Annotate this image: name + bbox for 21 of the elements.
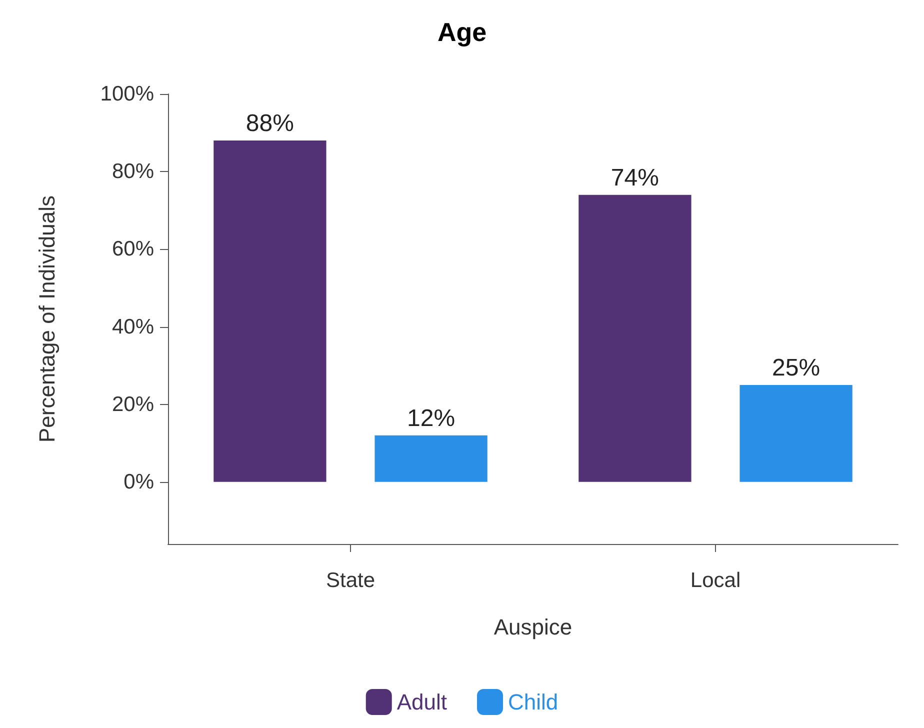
data-label: 12% — [407, 404, 456, 432]
data-label: 88% — [246, 110, 294, 138]
x-tick-label: Local — [690, 569, 741, 592]
bar — [214, 140, 326, 482]
y-tick-label: 100% — [100, 82, 154, 106]
y-axis-title: Percentage of Individuals — [34, 195, 60, 443]
bar — [578, 194, 692, 482]
data-label: 25% — [772, 354, 820, 382]
chart-title: Age — [437, 17, 487, 47]
bar — [740, 384, 852, 482]
data-label: 74% — [610, 164, 659, 192]
y-tick-label: 0% — [124, 470, 154, 494]
y-tick-label: 40% — [112, 315, 154, 338]
y-tick-label: 20% — [112, 392, 154, 416]
x-tick-label: State — [326, 569, 376, 592]
legend-label: Adult — [396, 690, 448, 714]
x-axis-title: Auspice — [494, 614, 572, 640]
y-tick-label: 80% — [112, 160, 154, 184]
bar — [374, 435, 488, 482]
y-tick-label: 60% — [112, 238, 154, 261]
legend-label: Child — [508, 690, 558, 714]
